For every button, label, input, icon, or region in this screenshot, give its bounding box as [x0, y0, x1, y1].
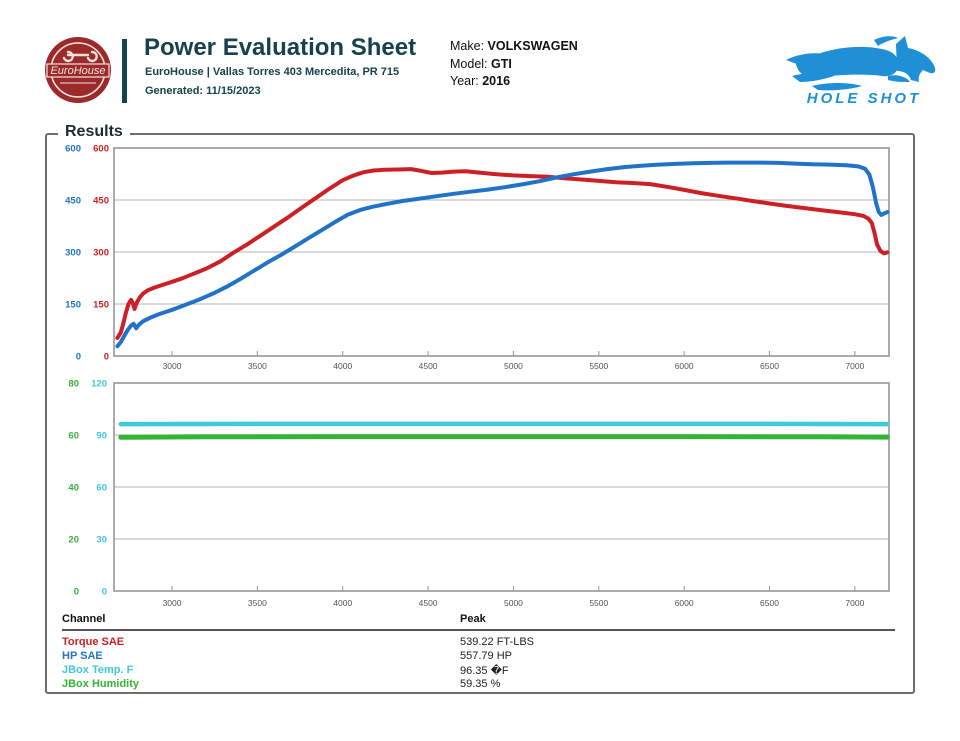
y-tick-label: 600 — [93, 144, 109, 155]
x-tick-label: 3500 — [248, 598, 267, 608]
y-tick-label: 0 — [102, 587, 107, 598]
channel-column-header: Channel — [62, 613, 106, 625]
series-jbox-humidity — [118, 434, 890, 440]
y-tick-label: 60 — [96, 483, 107, 494]
peak-results-table: Channel Peak Torque SAE 539.22 FT-LBS HP S… — [62, 610, 895, 691]
title-accent-bar — [122, 39, 127, 103]
channel-cell: JBox Temp. F — [62, 664, 134, 676]
vehicle-year: Year: 2016 — [450, 74, 511, 88]
table-row: Torque SAE 539.22 FT-LBS — [62, 635, 895, 649]
x-tick-label: 4000 — [333, 598, 352, 608]
x-tick-label: 3500 — [248, 361, 267, 371]
temp-humidity-chart: 3000 3500 4000 4500 5000 5500 6000 6500 7000 0 20 4… — [68, 379, 890, 608]
x-tick-label: 6000 — [675, 598, 694, 608]
peak-column-header: Peak — [460, 613, 486, 625]
x-tick-label: 3000 — [163, 598, 182, 608]
y-tick-label: 40 — [68, 483, 79, 494]
x-tick-label: 4500 — [419, 598, 438, 608]
x-tick-label: 5000 — [504, 598, 523, 608]
vehicle-model: Model: GTI — [450, 56, 512, 71]
y-tick-label: 300 — [93, 248, 109, 259]
y-tick-label: 90 — [96, 431, 107, 442]
x-tick-label: 4500 — [419, 361, 438, 371]
y-tick-label: 0 — [74, 587, 79, 598]
x-tick-label: 6500 — [760, 361, 779, 371]
shop-address: EuroHouse | Vallas Torres 403 Mercedita,… — [145, 66, 400, 78]
peak-cell: 59.35 % — [460, 678, 501, 690]
y-tick-label: 150 — [65, 300, 81, 311]
power-torque-chart: 3000 3500 4000 4500 5000 5500 6000 6500 70000150… — [65, 144, 890, 371]
peak-cell: 96.35 �F — [460, 664, 509, 677]
x-tick-label: 7000 — [845, 361, 864, 371]
plot-border — [113, 382, 890, 592]
y-tick-label: 600 — [65, 144, 81, 155]
eurohouse-logo: EuroHouse — [45, 37, 111, 103]
x-tick-label: 4000 — [333, 361, 352, 371]
x-tick-label: 5500 — [589, 598, 608, 608]
holeshot-logo: HOLE SHOT — [786, 36, 936, 107]
y-tick-label: 60 — [68, 431, 79, 442]
table-row: JBox Temp. F 96.35 �F — [62, 663, 895, 677]
peak-cell: 557.79 HP — [460, 650, 512, 662]
channel-cell: Torque SAE — [62, 636, 125, 648]
y-tick-label: 20 — [68, 535, 79, 546]
vehicle-make: Make: VOLKSWAGEN — [450, 39, 578, 53]
y-tick-label: 150 — [93, 300, 109, 311]
wrench-icon — [62, 50, 98, 63]
table-row: HP SAE 557.79 HP — [62, 649, 895, 663]
generated-date: Generated: 11/15/2023 — [145, 85, 261, 97]
series-torque-sae — [115, 167, 890, 340]
logo-text: EuroHouse — [50, 65, 105, 77]
table-header-row: Channel Peak — [62, 610, 895, 631]
x-tick-label: 3000 — [163, 361, 182, 371]
table-body: Torque SAE 539.22 FT-LBS HP SAE 557.79 HP JB… — [62, 635, 895, 691]
results-section-border — [45, 133, 915, 694]
vehicle-info: Make: VOLKSWAGEN Model: GTI Year: 2016 — [450, 38, 578, 91]
holeshot-label: HOLE SHOT — [807, 90, 922, 107]
x-tick-label: 6500 — [760, 598, 779, 608]
results-section-label: Results — [58, 123, 130, 141]
channel-cell: JBox Humidity — [62, 678, 140, 690]
y-tick-label: 0 — [104, 352, 109, 363]
channel-cell: HP SAE — [62, 650, 103, 662]
y-tick-label: 0 — [76, 352, 81, 363]
table-row: JBox Humidity 59.35 % — [62, 677, 895, 691]
y-tick-label: 300 — [65, 248, 81, 259]
page-title: Power Evaluation Sheet — [144, 34, 417, 61]
y-tick-label: 450 — [93, 196, 109, 207]
y-tick-label: 80 — [68, 379, 79, 390]
y-tick-label: 30 — [96, 535, 107, 546]
x-tick-label: 6000 — [675, 361, 694, 371]
x-tick-label: 7000 — [845, 598, 864, 608]
series-hp-sae — [115, 160, 890, 349]
horse-icon — [786, 36, 936, 91]
x-tick-label: 5000 — [504, 361, 523, 371]
y-tick-label: 120 — [91, 379, 107, 390]
x-tick-label: 5500 — [589, 361, 608, 371]
peak-cell: 539.22 FT-LBS — [460, 636, 534, 648]
y-tick-label: 450 — [65, 196, 81, 207]
